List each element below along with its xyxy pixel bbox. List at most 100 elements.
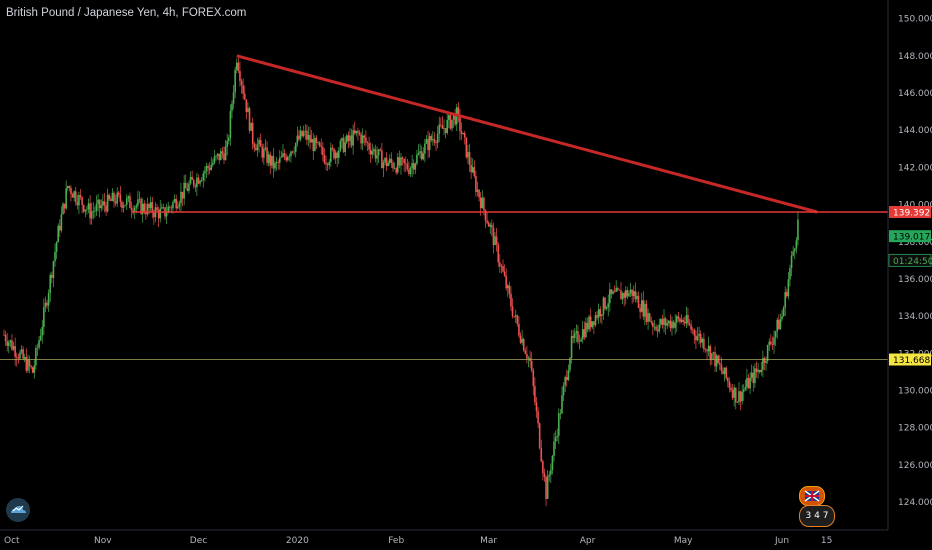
candle-body xyxy=(381,150,383,169)
candle-body xyxy=(35,348,37,366)
candle-body xyxy=(475,176,477,192)
candle-body xyxy=(452,115,455,120)
candle-body xyxy=(612,291,614,294)
candle-body xyxy=(52,261,55,278)
candle-body xyxy=(789,268,791,280)
candle-body xyxy=(237,62,240,72)
candle-body xyxy=(387,163,390,167)
candle-body xyxy=(165,212,168,217)
candle-body xyxy=(734,387,737,403)
candle-body xyxy=(695,335,697,341)
candle-body xyxy=(551,455,554,471)
candle-body xyxy=(196,177,198,188)
candle-body xyxy=(390,158,393,163)
candle-body xyxy=(153,213,155,218)
candle-body xyxy=(491,224,493,228)
candle-body xyxy=(330,147,332,163)
candle-body xyxy=(682,319,684,322)
candle-body xyxy=(616,288,619,290)
candle-body xyxy=(573,333,576,339)
candle-body xyxy=(173,198,176,203)
candle-body xyxy=(500,266,503,267)
candle-body xyxy=(771,343,774,345)
candle-body xyxy=(481,197,484,209)
candle-body xyxy=(326,164,329,166)
candle-body xyxy=(239,71,241,81)
candle-body xyxy=(33,365,36,373)
candle-body xyxy=(358,132,361,135)
candle-body xyxy=(395,168,397,173)
candle-body xyxy=(652,322,654,327)
candle-body xyxy=(400,157,402,166)
candle-body xyxy=(259,139,262,147)
candle-body xyxy=(135,205,138,208)
candle-body xyxy=(344,142,346,152)
candle-body xyxy=(94,210,96,212)
candle-body xyxy=(785,292,788,297)
candle-body xyxy=(267,154,270,163)
candle-body xyxy=(411,163,413,168)
uk-flag-icon[interactable] xyxy=(799,486,825,506)
candle-body xyxy=(366,142,369,144)
candle-body xyxy=(157,210,160,219)
candle-body xyxy=(556,435,559,438)
candle-body xyxy=(205,166,208,172)
candle-body xyxy=(669,320,672,329)
candle-body xyxy=(511,306,514,317)
candle-body xyxy=(337,150,340,158)
candle-body xyxy=(757,369,759,372)
candle-body xyxy=(696,336,699,341)
candle-body xyxy=(271,155,273,166)
candle-body xyxy=(296,135,299,144)
candle-body xyxy=(172,202,174,209)
candle-body xyxy=(518,323,520,336)
candle-body xyxy=(17,357,20,359)
candle-body xyxy=(754,368,756,384)
candle-body xyxy=(701,338,704,343)
price-label-last: 139.017 xyxy=(893,233,930,243)
candle-body xyxy=(532,370,535,387)
candle-body xyxy=(527,357,530,359)
candles-layer xyxy=(3,57,799,507)
candle-body xyxy=(357,130,359,133)
candle-body xyxy=(707,345,710,352)
candle-body xyxy=(422,153,425,160)
candle-body xyxy=(312,139,315,152)
candle-body xyxy=(307,134,310,140)
candle-body xyxy=(436,133,439,144)
candle-body xyxy=(629,289,632,293)
candle-body xyxy=(486,220,488,223)
economic-events-icon[interactable]: 3 4 7 xyxy=(799,505,835,527)
candle-body xyxy=(535,402,538,412)
candle-body xyxy=(197,177,200,184)
candle-body xyxy=(457,107,460,115)
candle-body xyxy=(524,350,527,354)
candle-body xyxy=(223,153,225,160)
candle-body xyxy=(747,377,750,389)
candle-body xyxy=(433,139,436,143)
candle-body xyxy=(248,108,251,131)
candle-body xyxy=(414,163,417,170)
candle-body xyxy=(650,321,653,323)
candle-body xyxy=(232,92,235,104)
tradingview-cloud-icon[interactable] xyxy=(6,498,30,522)
candle-body xyxy=(460,131,463,135)
candle-body xyxy=(184,182,187,189)
candle-body xyxy=(443,128,445,129)
candle-body xyxy=(224,146,227,160)
candle-body xyxy=(419,151,421,154)
candle-body xyxy=(371,151,374,155)
price-tick-label: 148.000 xyxy=(898,52,932,62)
candle-body xyxy=(202,173,205,181)
candle-body xyxy=(341,138,343,141)
candle-body xyxy=(299,130,302,140)
candle-body xyxy=(226,140,228,147)
candle-body xyxy=(514,315,517,317)
candle-body xyxy=(20,349,23,353)
candle-body xyxy=(497,244,500,263)
candle-body xyxy=(628,292,630,297)
trendline[interactable] xyxy=(236,54,818,214)
candle-body xyxy=(189,176,192,184)
candle-body xyxy=(269,154,272,166)
